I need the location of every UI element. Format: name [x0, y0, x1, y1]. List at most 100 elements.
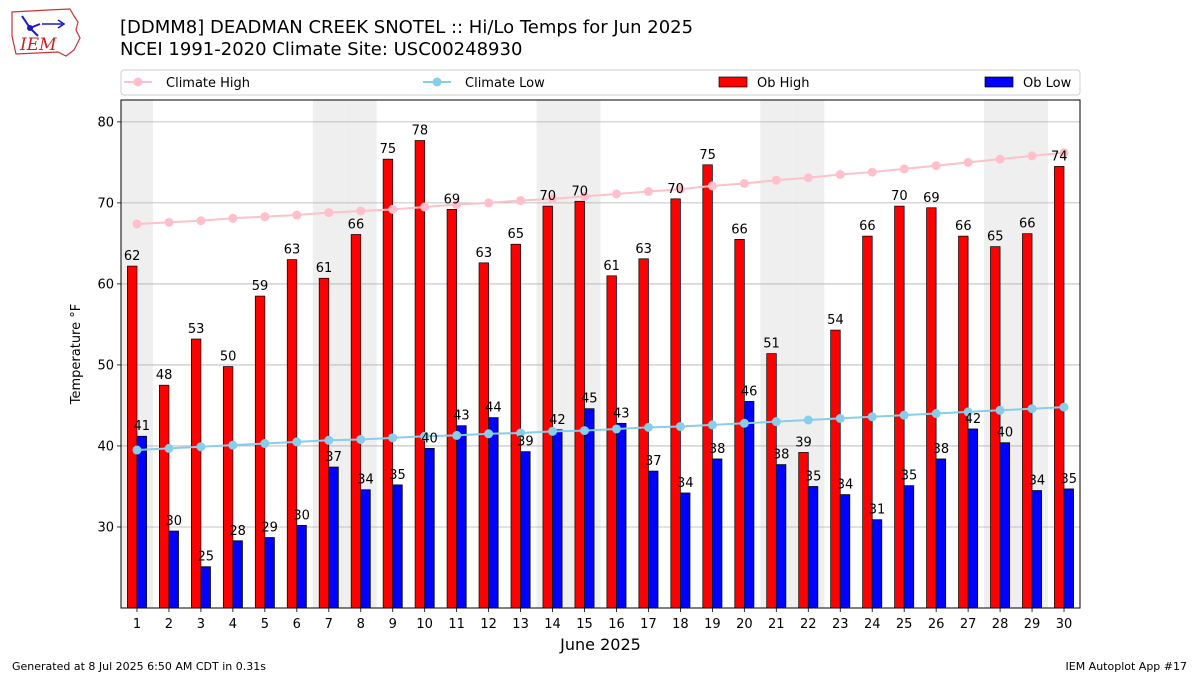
ob-low-legend-swatch: [984, 76, 1014, 88]
climate-high-line: [136, 151, 1065, 225]
ob-low-bar: [456, 425, 467, 609]
ob-high-label: 63: [476, 246, 493, 261]
climate-high-point: [260, 212, 270, 222]
x-tick-label: 6: [293, 617, 301, 632]
x-tick-label: 25: [896, 617, 913, 632]
y-tick-label: 60: [97, 277, 114, 292]
climate-low-line: [136, 406, 1065, 452]
climate-low-point: [132, 445, 142, 455]
x-tick-label: 28: [992, 617, 1009, 632]
climate-high-point: [196, 216, 206, 226]
climate-high-point: [675, 184, 685, 194]
ob-high-label: 66: [1019, 217, 1036, 232]
ob-high-label: 66: [348, 217, 365, 232]
climate-low-point: [324, 435, 334, 445]
x-tick-label: 21: [768, 617, 785, 632]
ob-low-label: 35: [901, 469, 918, 484]
y-axis-label: Temperature °F: [69, 304, 84, 405]
ob-low-bar: [584, 408, 595, 609]
ob-low-label: 46: [741, 384, 758, 399]
climate-low-point: [580, 426, 590, 436]
ob-low-label: 37: [645, 454, 662, 469]
x-tick-label: 4: [229, 617, 237, 632]
climate-high-point: [420, 202, 430, 212]
climate-high-point: [995, 154, 1005, 164]
ob-low-bar: [296, 525, 307, 609]
iem-logo: IEM: [11, 8, 81, 57]
ob-high-label: 78: [412, 124, 429, 139]
x-tick-label: 22: [800, 617, 817, 632]
x-tick-label: 8: [357, 617, 365, 632]
ob-low-label: 35: [1061, 472, 1078, 487]
ob-high-bar: [350, 234, 362, 609]
ob-low-bar: [392, 484, 403, 609]
ob-low-label: 38: [709, 442, 726, 457]
x-tick-label: 9: [389, 617, 397, 632]
ob-low-bar: [775, 464, 787, 609]
climate-low-point: [867, 412, 877, 422]
climate-low-point: [739, 418, 749, 428]
x-tick-label: 26: [928, 617, 945, 632]
climate-low-point: [452, 430, 462, 440]
ob-high-bar: [926, 207, 937, 609]
ob-low-label: 42: [549, 413, 566, 428]
ob-low-label: 37: [325, 450, 342, 465]
climate-low-point: [388, 433, 398, 443]
ob-low-bar: [935, 458, 947, 609]
climate-low-point: [611, 424, 621, 434]
ob-low-bar: [903, 485, 915, 609]
climate-high-point: [867, 167, 877, 177]
x-tick-label: 11: [448, 617, 465, 632]
x-tick-label: 19: [704, 617, 721, 632]
climate-high-point: [963, 157, 973, 167]
climate-high-legend-label: Climate High: [166, 76, 250, 91]
ob-low-bar: [680, 492, 691, 609]
ob-low-label: 31: [869, 503, 886, 518]
ob-low-bar: [136, 435, 147, 609]
ob-low-bar: [648, 470, 659, 609]
ob-high-bar: [894, 205, 905, 609]
x-tick-label: 27: [960, 617, 977, 632]
climate-low-point: [899, 410, 909, 420]
x-tick-label: 18: [672, 617, 689, 632]
climate-high-point: [803, 173, 813, 183]
x-tick-label: 23: [832, 617, 849, 632]
ob-high-legend-swatch: [718, 76, 748, 88]
ob-high-label: 70: [891, 189, 908, 204]
climate-high-point: [643, 187, 653, 197]
ob-low-bar: [552, 429, 563, 609]
x-tick-label: 30: [1056, 617, 1073, 632]
climate-high-point: [1027, 151, 1037, 161]
x-tick-label: 16: [608, 617, 625, 632]
climate-low-legend-label: Climate Low: [465, 76, 545, 91]
climate-low-point: [164, 443, 174, 453]
ob-low-bar: [807, 486, 819, 609]
ob-high-bar: [542, 205, 553, 609]
ob-high-bar: [670, 198, 681, 609]
climate-high-point: [228, 213, 238, 223]
ob-low-bar: [264, 537, 275, 609]
ob-low-label: 45: [581, 392, 598, 407]
ob-high-label: 66: [955, 219, 972, 234]
legend-box: [120, 69, 1081, 96]
ob-low-bar: [488, 417, 499, 609]
ob-high-bar: [606, 275, 617, 609]
ob-low-bar: [616, 422, 627, 609]
ob-low-bar: [743, 401, 755, 609]
legend: Climate High Climate Low Ob High Ob Low: [120, 69, 1081, 96]
climate-low-point: [803, 415, 813, 425]
ob-low-bar: [999, 442, 1011, 609]
climate-high-point: [484, 198, 494, 208]
ob-high-label: 69: [923, 191, 940, 206]
climate-low-point: [995, 405, 1005, 415]
x-tick-label: 20: [736, 617, 753, 632]
chart-title: [DDMM8] DEADMAN CREEK SNOTEL :: Hi/Lo Te…: [120, 17, 694, 38]
ob-high-bar: [286, 259, 298, 609]
svg-text:IEM: IEM: [19, 35, 57, 55]
x-tick-label: 15: [576, 617, 593, 632]
climate-high-point: [292, 210, 302, 220]
climate-high-point: [931, 161, 941, 171]
ob-high-bar: [510, 243, 521, 609]
ob-high-label: 70: [667, 182, 684, 197]
y-tick-label: 30: [97, 520, 114, 535]
